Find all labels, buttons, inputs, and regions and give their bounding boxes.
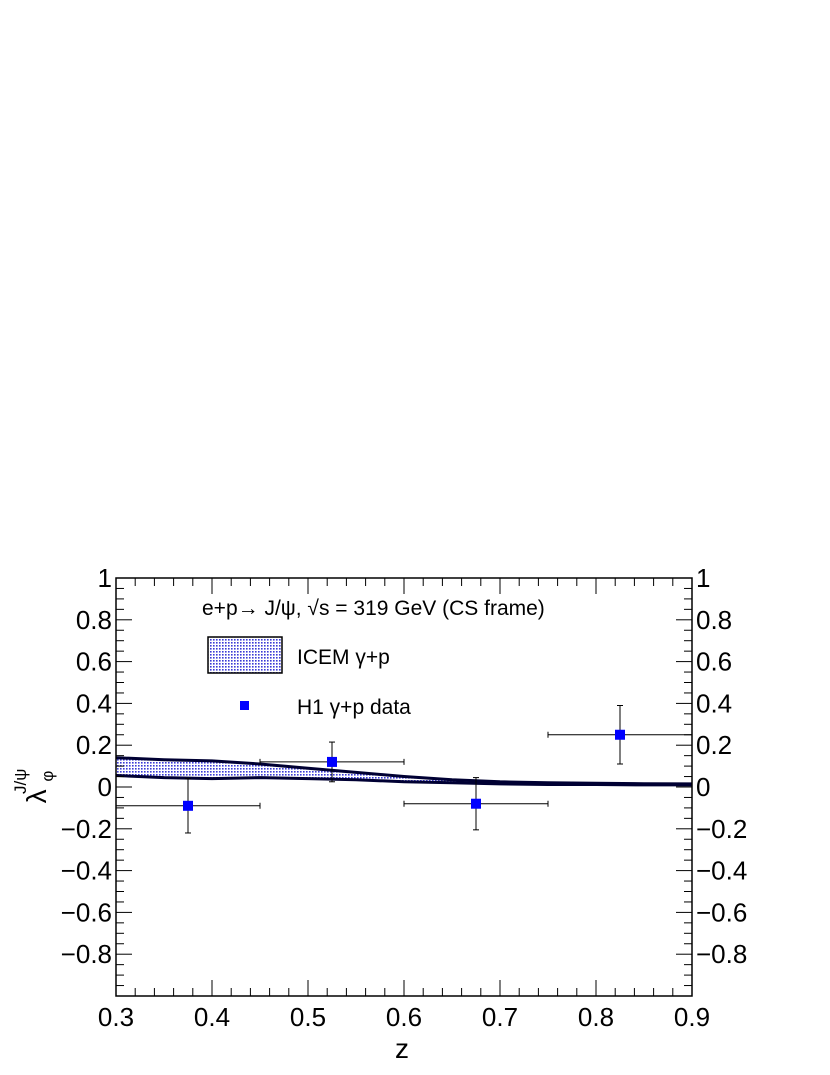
chart-title: e+p→ J/ψ, √s = 319 GeV (CS frame) xyxy=(202,597,545,620)
y-tick-label-right: −0.2 xyxy=(696,814,747,844)
data-point-2 xyxy=(259,741,405,783)
data-point-1 xyxy=(115,778,261,834)
y-tick-label-right: 0 xyxy=(696,772,710,802)
y-tick-label-right: −0.6 xyxy=(696,897,747,927)
y-tick-label-left: 0.8 xyxy=(76,605,112,635)
plot-background xyxy=(116,578,692,996)
y-tick-label-left: 0 xyxy=(98,772,112,802)
axes-layer xyxy=(115,577,693,997)
y-axis-title-sub: φ xyxy=(38,771,57,782)
x-axis-title: z xyxy=(395,1033,409,1064)
band-lower-edge xyxy=(115,774,692,787)
y-tick-label-left: 0.6 xyxy=(76,647,112,677)
svg-text:λ φ: λ φ xyxy=(21,771,57,804)
y-tick-label-right: 1 xyxy=(696,563,710,593)
data-point-3 xyxy=(403,777,549,831)
y-tick-label-left: 0.2 xyxy=(76,730,112,760)
labels-layer: 0.3 0.4 0.5 0.6 0.7 0.8 0.9 −0.8 −0.8 −0.6 −0.6 −0.… xyxy=(61,563,748,1032)
legend: ICEM γ+p H1 γ+p data xyxy=(207,636,411,719)
x-tick-label: 0.7 xyxy=(482,1002,518,1032)
y-tick-label-left: −0.6 xyxy=(61,897,112,927)
y-tick-label-right: 0.4 xyxy=(696,688,732,718)
x-tick-label: 0.5 xyxy=(290,1002,326,1032)
legend-band-swatch xyxy=(207,636,283,674)
plot-area xyxy=(116,578,692,996)
y-tick-label-right: 0.8 xyxy=(696,605,732,635)
y-tick-label-left: −0.4 xyxy=(61,856,112,886)
points-layer xyxy=(115,704,693,834)
y-tick-label-left: 1 xyxy=(98,563,112,593)
data-point-marker xyxy=(183,800,193,811)
legend-label-band: ICEM γ+p xyxy=(297,646,390,669)
y-tick-label-right: 0.6 xyxy=(696,647,732,677)
y-tick-label-right: −0.8 xyxy=(696,939,747,969)
y-tick-label-left: 0.4 xyxy=(76,688,112,718)
x-tick-label: 0.6 xyxy=(386,1002,422,1032)
data-point-marker xyxy=(471,798,481,809)
y-axis-title-main: λ xyxy=(21,789,52,803)
y-tick-label-right: −0.4 xyxy=(696,856,747,886)
data-point-4 xyxy=(547,704,693,765)
legend-marker-swatch xyxy=(240,701,249,710)
x-tick-label: 0.8 xyxy=(578,1002,614,1032)
x-tick-label: 0.3 xyxy=(98,1002,134,1032)
legend-label-marker: H1 γ+p data xyxy=(297,696,411,719)
x-tick-label: 0.9 xyxy=(674,1002,710,1032)
y-tick-label-left: −0.8 xyxy=(61,939,112,969)
y-tick-label-left: −0.2 xyxy=(61,814,112,844)
y-axis-title: λ φ J/ψ xyxy=(11,769,57,804)
data-point-marker xyxy=(327,756,337,767)
y-axis-title-sup: J/ψ xyxy=(11,769,30,794)
x-tick-label: 0.4 xyxy=(194,1002,230,1032)
y-tick-label-right: 0.2 xyxy=(696,730,732,760)
data-point-marker xyxy=(615,729,625,740)
